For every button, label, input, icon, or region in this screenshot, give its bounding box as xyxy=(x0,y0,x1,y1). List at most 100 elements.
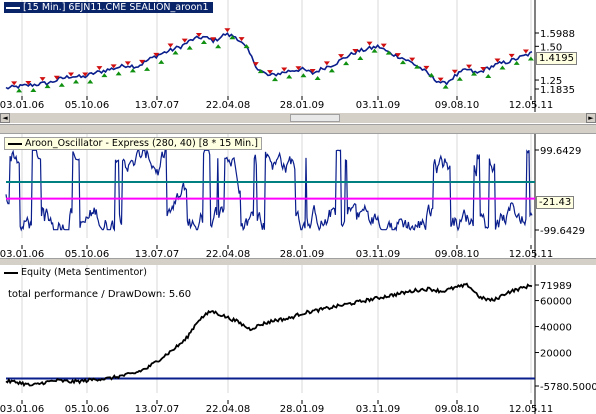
buy-marker xyxy=(499,65,506,70)
x-tick-label: 03.11.09 xyxy=(356,100,401,111)
price-legend-label: [15 Min.] 6EJN11.CME SEALION_aroon1 xyxy=(23,2,209,13)
sell-marker xyxy=(39,77,46,82)
sell-marker xyxy=(409,57,416,62)
sell-marker xyxy=(181,38,188,43)
x-tick-label: 09.08.10 xyxy=(435,100,480,111)
aroon-y-label: 99.6429 xyxy=(540,146,581,157)
buy-marker xyxy=(456,76,463,81)
aroon-legend[interactable]: Aroon_Oscillator - Express (280, 40) [8 … xyxy=(4,137,262,150)
sell-marker xyxy=(82,72,89,77)
buy-marker xyxy=(144,66,151,71)
horizontal-scrollbar[interactable]: ◄ ► xyxy=(0,113,596,123)
equity-legend-line xyxy=(4,271,18,274)
buy-marker xyxy=(229,35,236,40)
sell-marker xyxy=(124,61,131,66)
price-legend[interactable]: [15 Min.] 6EJN11.CME SEALION_aroon1 xyxy=(4,2,213,13)
equity-panel: 71989 60000 40000 20000 -5780.5000 03.01.06 05… xyxy=(0,265,596,414)
aroon-last-value: -21.43 xyxy=(536,196,575,209)
price-chart: 1.5988 1.50 1.251.1835 03.01.06 05.10.06 13.0… xyxy=(0,0,575,112)
sell-marker xyxy=(267,70,274,75)
sell-marker xyxy=(53,75,60,80)
price-y-label: 1.1835 xyxy=(540,85,575,96)
equity-legend-label: Equity (Meta Sentimentor) xyxy=(21,267,147,278)
buy-marker xyxy=(385,50,392,55)
sell-marker xyxy=(366,41,373,46)
scroll-thumb[interactable] xyxy=(290,114,340,122)
sell-marker xyxy=(309,68,316,73)
sell-marker xyxy=(394,53,401,58)
buy-marker xyxy=(343,61,350,66)
x-tick-label: 13.07.07 xyxy=(135,404,180,414)
buy-marker xyxy=(16,88,23,93)
sell-marker xyxy=(423,65,430,70)
x-tick-label: 13.07.07 xyxy=(135,249,180,260)
x-tick-label: 28.01.09 xyxy=(280,404,325,414)
sell-marker xyxy=(480,66,487,71)
scroll-right-icon: ► xyxy=(588,114,594,122)
sell-marker xyxy=(522,49,529,54)
buy-marker xyxy=(58,82,65,87)
buy-marker xyxy=(186,45,193,50)
sell-marker xyxy=(338,54,345,59)
x-tick-label: 12.05.11 xyxy=(509,249,554,260)
buy-marker xyxy=(257,69,264,74)
buy-marker xyxy=(72,79,79,84)
buy-marker xyxy=(357,56,364,61)
equity-series-line xyxy=(5,282,533,388)
equity-chart: 71989 60000 40000 20000 -5780.5000 03.01.06 05… xyxy=(0,265,596,414)
x-tick-label: 09.08.10 xyxy=(435,404,480,414)
x-tick-label: 05.10.06 xyxy=(65,249,110,260)
sell-marker xyxy=(494,58,501,63)
panel-separator-1[interactable] xyxy=(0,124,596,134)
sell-marker xyxy=(224,28,231,33)
equity-y-label: 20000 xyxy=(540,349,572,360)
sell-marker xyxy=(352,49,359,54)
sell-marker xyxy=(96,66,103,71)
x-tick-label: 28.01.09 xyxy=(280,249,325,260)
x-tick-label: 12.05.11 xyxy=(509,404,554,414)
buy-marker xyxy=(286,74,293,79)
equity-y-label: 71989 xyxy=(540,281,572,292)
x-tick-label: 05.10.06 xyxy=(65,100,110,111)
aroon-last-value-text: -21.43 xyxy=(539,197,572,208)
equity-y-label: 40000 xyxy=(540,323,572,334)
x-tick-label: 03.01.06 xyxy=(0,100,44,111)
buy-marker xyxy=(513,60,520,65)
buy-marker xyxy=(172,50,179,55)
equity-y-label: -5780.5000 xyxy=(540,382,596,393)
equity-legend[interactable]: Equity (Meta Sentimentor) xyxy=(4,267,147,278)
aroon-series-line xyxy=(5,149,533,232)
x-tick-label: 13.07.07 xyxy=(135,100,180,111)
buy-marker xyxy=(399,60,406,65)
price-y-label: 1.25 xyxy=(540,76,562,87)
sell-marker xyxy=(67,72,74,77)
buy-marker xyxy=(371,48,378,53)
sell-marker xyxy=(11,81,18,86)
buy-marker xyxy=(471,71,478,76)
aroon-legend-label: Aroon_Oscillator - Express (280, 40) [8 … xyxy=(25,138,258,149)
buy-marker xyxy=(272,77,279,82)
x-tick-label: 09.08.10 xyxy=(435,249,480,260)
sell-marker xyxy=(195,32,202,37)
aroon-panel: 99.6429 -99.6429 03.01.06 05.10.06 13.07.07 2… xyxy=(0,134,596,262)
buy-marker xyxy=(428,72,435,77)
x-tick-label: 22.04.08 xyxy=(206,404,251,414)
price-y-label: 1.5988 xyxy=(540,29,575,40)
sell-marker xyxy=(508,53,515,58)
buy-marker xyxy=(200,39,207,44)
scroll-left-button[interactable]: ◄ xyxy=(0,113,10,123)
buy-marker xyxy=(129,68,136,73)
aroon-y-label: -99.6429 xyxy=(540,226,585,237)
buy-marker xyxy=(243,44,250,49)
buy-marker xyxy=(87,79,94,84)
buy-marker xyxy=(485,73,492,78)
buy-marker xyxy=(300,73,307,78)
sell-marker xyxy=(281,67,288,72)
sell-marker xyxy=(323,61,330,66)
scroll-right-button[interactable]: ► xyxy=(586,113,596,123)
buy-marker xyxy=(314,75,321,80)
price-last-value-text: 1.4195 xyxy=(539,53,574,64)
sell-marker xyxy=(210,37,217,42)
buy-marker xyxy=(158,59,165,64)
scroll-left-icon: ◄ xyxy=(2,114,8,122)
